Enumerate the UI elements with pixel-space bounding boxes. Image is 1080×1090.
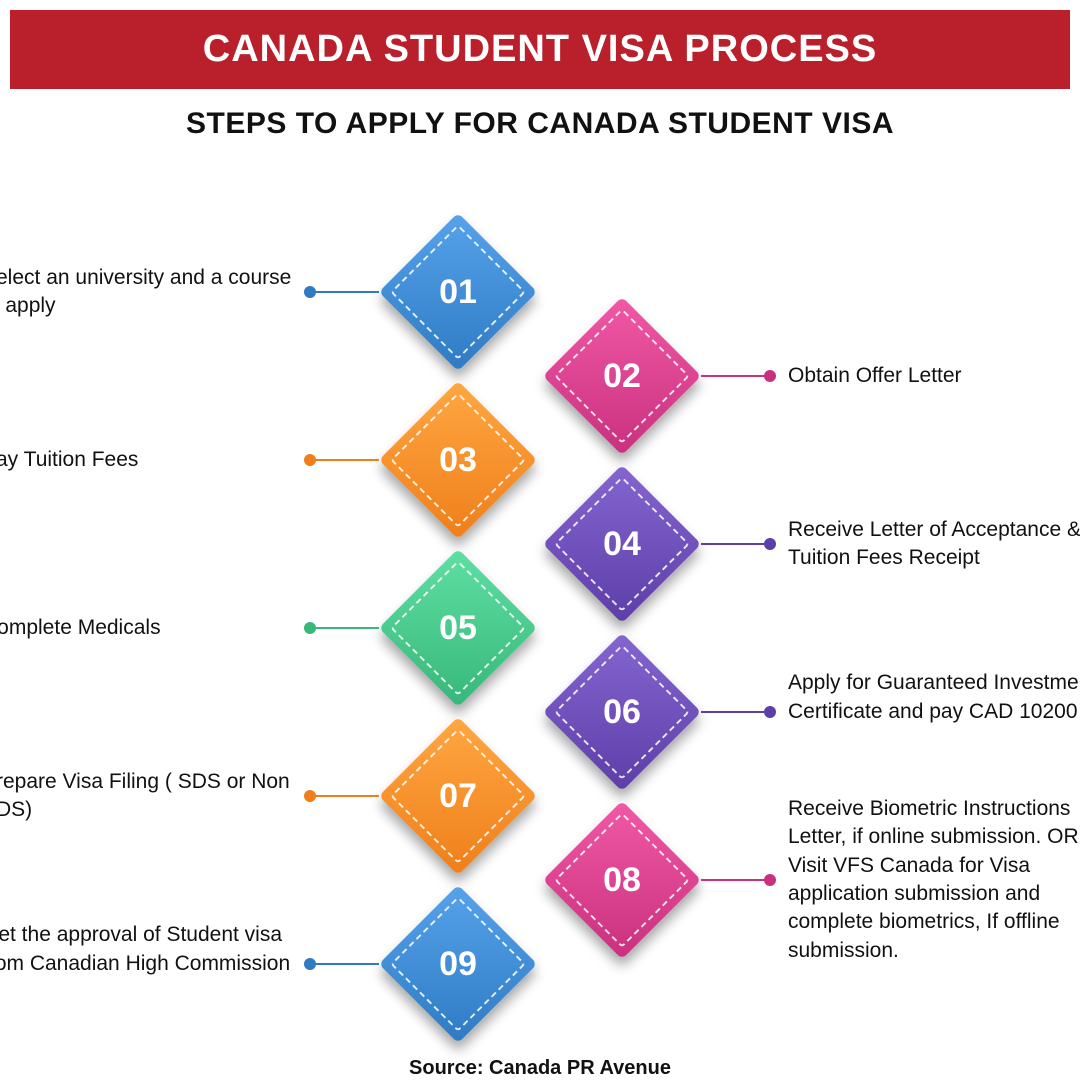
connector-dot (304, 790, 316, 802)
step-number: 09 (402, 908, 514, 1020)
connector-dot (304, 958, 316, 970)
step-label-08: Receive Biometric Instructions Letter, i… (788, 795, 1080, 965)
connector-dot (764, 370, 776, 382)
connector-dot (304, 454, 316, 466)
step-diamond-02: 02 (543, 297, 701, 455)
step-diamond-05: 05 (379, 549, 537, 707)
subtitle: STEPS TO APPLY FOR CANADA STUDENT VISA (0, 107, 1080, 141)
step-label-03: Pay Tuition Fees (0, 446, 292, 474)
step-label-04: Receive Letter of Acceptance & Tuition F… (788, 516, 1080, 573)
step-number: 04 (566, 488, 678, 600)
step-number: 05 (402, 572, 514, 684)
step-diamond-07: 07 (379, 717, 537, 875)
step-diamond-04: 04 (543, 465, 701, 623)
connector-dot (764, 874, 776, 886)
step-number: 06 (566, 656, 678, 768)
source-credit: Source: Canada PR Avenue (0, 1057, 1080, 1080)
step-diamond-01: 01 (379, 213, 537, 371)
process-diagram: 01 Select an university and a course to a… (0, 141, 1080, 1021)
connector-line (310, 291, 379, 293)
step-label-02: Obtain Offer Letter (788, 362, 1080, 390)
connector-line (310, 795, 379, 797)
step-diamond-03: 03 (379, 381, 537, 539)
connector-line (310, 459, 379, 461)
step-label-06: Apply for Guaranteed Investment Certific… (788, 669, 1080, 726)
step-label-01: Select an university and a course to app… (0, 264, 292, 321)
step-diamond-08: 08 (543, 801, 701, 959)
connector-dot (304, 286, 316, 298)
connector-dot (764, 706, 776, 718)
connector-dot (764, 538, 776, 550)
step-number: 02 (566, 320, 678, 432)
step-label-05: Complete Medicals (0, 614, 292, 642)
step-number: 07 (402, 740, 514, 852)
connector-line (701, 375, 770, 377)
connector-dot (304, 622, 316, 634)
connector-line (310, 627, 379, 629)
connector-line (310, 963, 379, 965)
connector-line (701, 711, 770, 713)
step-label-09: Get the approval of Student visa from Ca… (0, 921, 292, 978)
connector-line (701, 543, 770, 545)
step-number: 03 (402, 404, 514, 516)
step-label-07: Prepare Visa Filing ( SDS or Non SDS) (0, 768, 292, 825)
step-number: 01 (402, 236, 514, 348)
step-diamond-09: 09 (379, 885, 537, 1043)
connector-line (701, 879, 770, 881)
step-number: 08 (566, 824, 678, 936)
step-diamond-06: 06 (543, 633, 701, 791)
title-banner: CANADA STUDENT VISA PROCESS (10, 10, 1070, 89)
